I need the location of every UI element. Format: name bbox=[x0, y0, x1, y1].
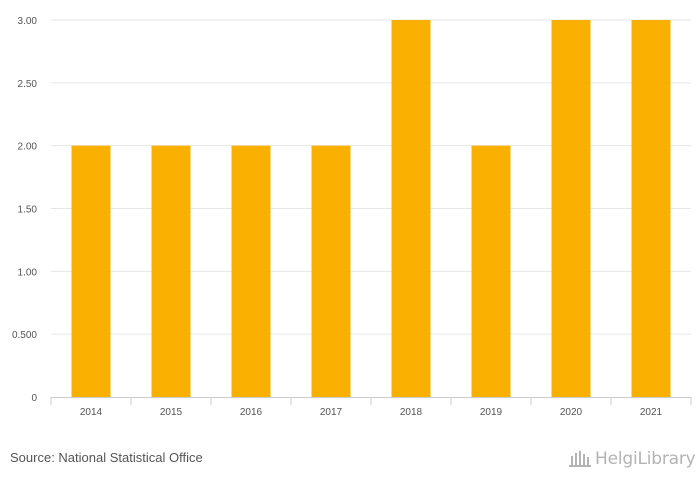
x-tick-label: 2016 bbox=[240, 407, 263, 418]
x-tick-label: 2019 bbox=[480, 407, 503, 418]
bar bbox=[231, 145, 271, 397]
x-tick-label: 2014 bbox=[80, 407, 103, 418]
x-tick-label: 2018 bbox=[400, 407, 423, 418]
bar bbox=[551, 20, 591, 397]
bar bbox=[151, 145, 191, 397]
bar bbox=[391, 20, 431, 397]
bar-chart: 0 0.500 1.00 1.50 2.00 2.50 3.00 2014 2015 2016 20… bbox=[12, 16, 692, 418]
y-tick-label: 3.00 bbox=[18, 16, 38, 27]
helgilibrary-logo[interactable]: HelgiLibrary bbox=[568, 449, 696, 469]
library-building-icon bbox=[569, 451, 591, 467]
x-tick-label: 2021 bbox=[640, 407, 663, 418]
bar bbox=[311, 145, 351, 397]
bar bbox=[471, 145, 511, 397]
x-tick-label: 2017 bbox=[320, 407, 343, 418]
x-tick-label: 2015 bbox=[160, 407, 183, 418]
y-tick-label: 2.50 bbox=[18, 79, 38, 90]
source-note: Source: National Statistical Office bbox=[10, 450, 203, 465]
bar bbox=[71, 145, 111, 397]
y-tick-label: 1.50 bbox=[18, 205, 38, 216]
x-tick-label: 2020 bbox=[560, 407, 583, 418]
y-tick-label: 0.500 bbox=[12, 330, 37, 341]
y-tick-label: 0 bbox=[31, 393, 37, 404]
y-tick-label: 2.00 bbox=[18, 142, 38, 153]
bar bbox=[631, 20, 671, 397]
logo-text: HelgiLibrary bbox=[595, 449, 696, 469]
y-tick-label: 1.00 bbox=[18, 267, 38, 278]
